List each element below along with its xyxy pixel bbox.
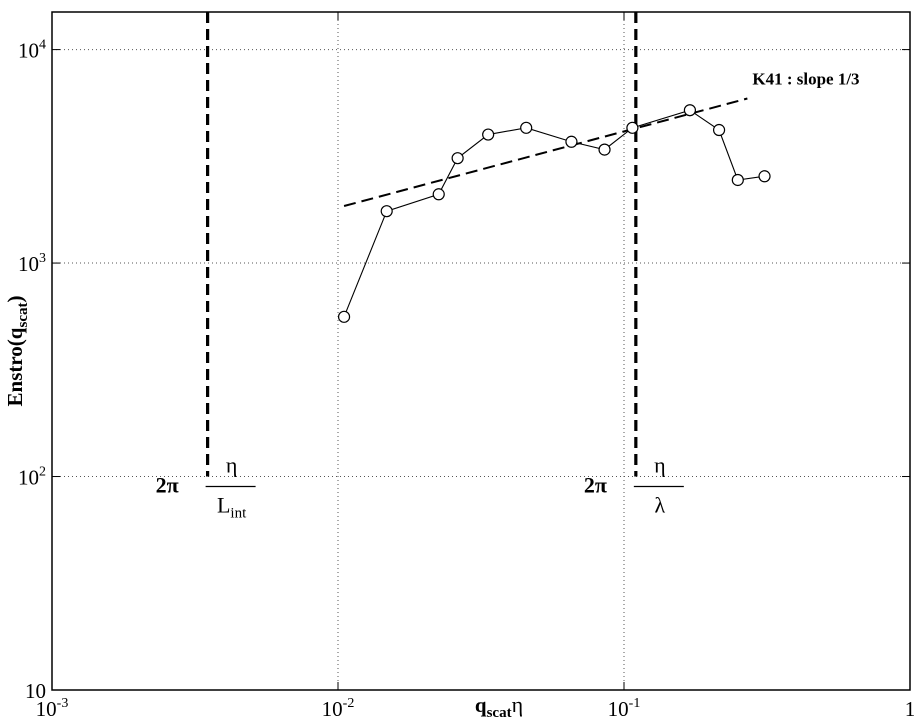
y-tick-label: 102 — [18, 465, 46, 490]
k41-reference — [343, 97, 748, 207]
data-point — [565, 135, 578, 148]
annotation-numerator: η — [654, 453, 666, 478]
y-tick-label: 104 — [18, 38, 46, 63]
annotation-2pi-eta-over-lint: 2π η Lint — [156, 453, 256, 522]
data-point — [712, 123, 726, 137]
data-point — [451, 152, 464, 165]
data-point — [337, 310, 351, 323]
data-point — [432, 188, 445, 201]
x-tick-label: 1 — [905, 697, 916, 721]
x-tick-label: 10-3 — [36, 696, 69, 721]
axis-ticks — [51, 12, 911, 691]
series-line — [343, 109, 765, 318]
annotation-prefix: 2π — [584, 473, 607, 498]
k41-reference-line — [343, 97, 748, 207]
plot-frame — [51, 11, 911, 691]
annotation-denominator: Lint — [217, 493, 247, 522]
data-point — [482, 128, 495, 141]
annotation-prefix: 2π — [156, 473, 179, 498]
annotation-2pi-eta-over-lambda: 2π η λ — [584, 453, 684, 518]
x-tick-label: 10-1 — [608, 696, 641, 721]
data-point — [731, 173, 744, 187]
data-point — [380, 205, 393, 218]
data-point — [598, 143, 611, 156]
data-point — [520, 121, 533, 134]
data-point — [626, 121, 639, 134]
y-tick-label: 10 — [25, 679, 46, 703]
data-point — [758, 170, 771, 183]
data-series — [337, 104, 771, 323]
annotation-numerator: η — [226, 453, 238, 478]
vertical-reference-lines — [206, 12, 638, 477]
x-axis-title: qscatη — [475, 692, 523, 721]
y-axis-title: Enstro(qscat) — [3, 296, 31, 407]
annotation-denominator: λ — [655, 493, 666, 518]
y-tick-label: 103 — [18, 251, 46, 276]
grid-lines — [52, 12, 910, 690]
data-point — [683, 104, 697, 117]
k41-slope-label: K41 : slope 1/3 — [752, 70, 859, 89]
x-tick-label: 10-2 — [322, 696, 355, 721]
axis-labels: 10-3 10-2 10-1 1 10 102 103 104 — [18, 38, 915, 721]
